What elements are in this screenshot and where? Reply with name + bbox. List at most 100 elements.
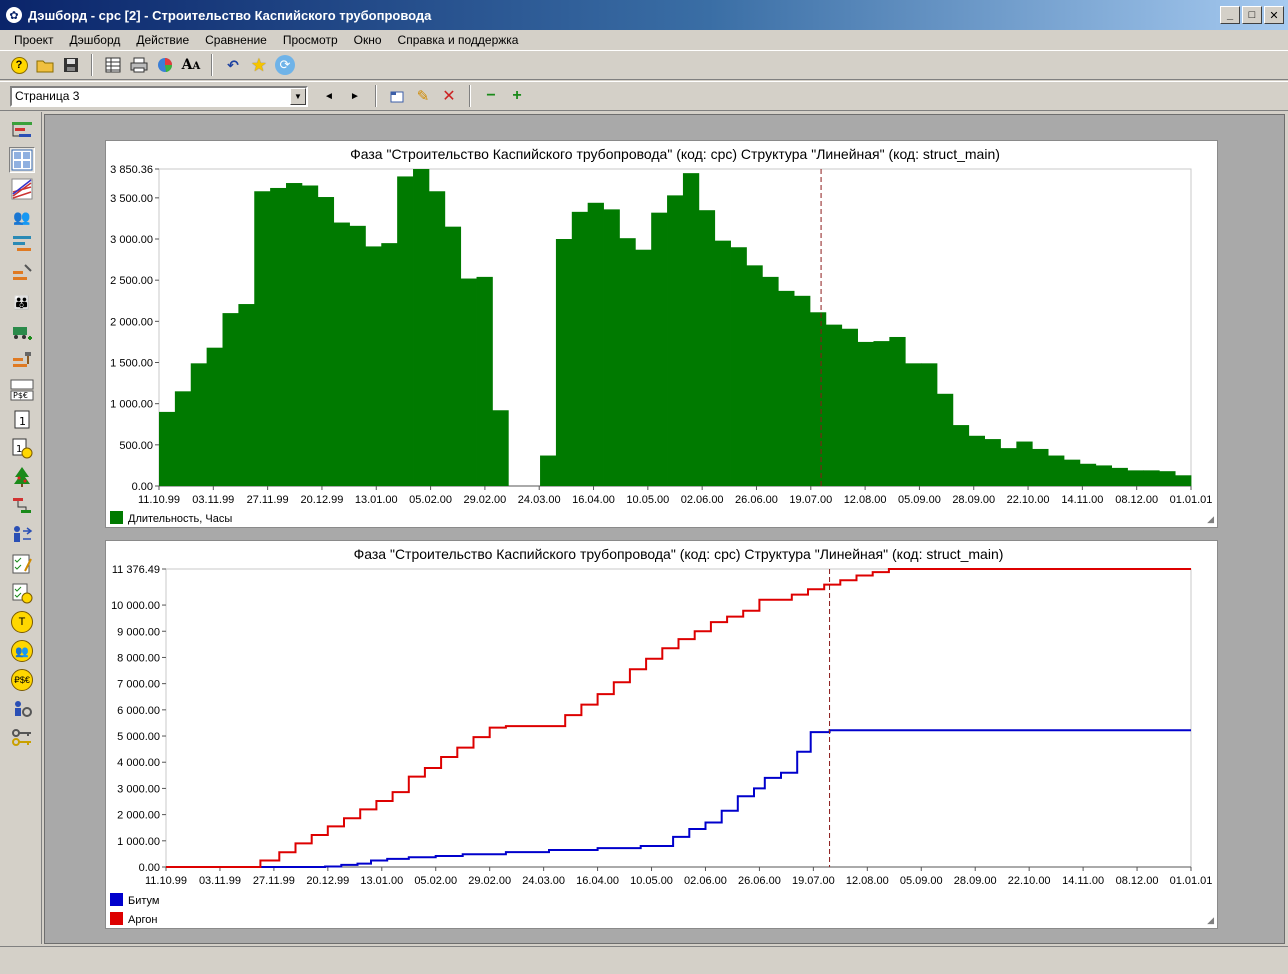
cumulative-panel[interactable]: Фаза "Строительство Каспийского трубопро… xyxy=(105,540,1218,929)
histogram-bar xyxy=(444,226,462,486)
currency-table-icon[interactable]: P$€ xyxy=(9,377,35,403)
duration-histogram-chart: Фаза "Строительство Каспийского трубопро… xyxy=(110,146,1212,525)
person-arrows-icon[interactable] xyxy=(9,522,35,548)
people-group-icon[interactable]: 👪 xyxy=(13,295,31,310)
dashboard-workspace: Фаза "Строительство Каспийского трубопро… xyxy=(44,114,1285,944)
page-select[interactable]: Страница 3 ▼ xyxy=(10,85,308,107)
refresh-icon[interactable]: ⟳ xyxy=(274,54,296,76)
star-icon[interactable]: ★ xyxy=(250,54,268,75)
histogram-bar xyxy=(1175,475,1192,486)
menu-action[interactable]: Действие xyxy=(136,32,190,47)
checklist-clock-icon[interactable] xyxy=(9,580,35,606)
histogram-bar xyxy=(809,312,827,486)
print-icon[interactable] xyxy=(128,54,150,76)
resize-grip-icon[interactable]: ◢ xyxy=(1207,915,1214,925)
resources-group-icon[interactable]: 👥 xyxy=(13,208,31,225)
x-tick-label: 24.03.00 xyxy=(518,494,561,506)
undo-icon[interactable]: ↶ xyxy=(227,56,239,73)
lines-chart-icon[interactable] xyxy=(9,176,35,202)
font-icon[interactable]: AA xyxy=(181,57,201,73)
dashboard-grid-icon[interactable] xyxy=(9,147,35,173)
menu-window[interactable]: Окно xyxy=(353,32,382,47)
histogram-bar xyxy=(889,336,906,486)
histogram-bar xyxy=(1159,471,1176,486)
tree-icon[interactable] xyxy=(9,464,35,490)
plot-area xyxy=(165,568,1192,868)
x-tick-label: 26.06.00 xyxy=(738,875,781,887)
histogram-bar xyxy=(841,328,858,486)
menu-project[interactable]: Проект xyxy=(14,32,54,47)
histogram-bar xyxy=(857,341,874,486)
menu-compare[interactable]: Сравнение xyxy=(205,32,267,47)
x-tick-label: 26.06.00 xyxy=(735,494,778,506)
left-toolbar: 👥 👪 P$€ 1 1 T 👥 ₽$€ xyxy=(0,112,42,944)
new-page-icon[interactable] xyxy=(386,85,408,107)
prev-arrow-icon[interactable]: ◄ xyxy=(324,90,334,102)
histogram-bar xyxy=(333,222,350,486)
round-currency-icon[interactable]: ₽$€ xyxy=(9,667,35,693)
save-icon[interactable] xyxy=(60,54,82,76)
series-line-bitum xyxy=(166,729,1191,868)
pie-chart-icon[interactable] xyxy=(154,54,176,76)
histogram-bar xyxy=(603,209,620,486)
keys-icon[interactable] xyxy=(9,725,35,751)
machine-add-icon[interactable] xyxy=(9,319,35,345)
open-folder-icon[interactable] xyxy=(34,54,56,76)
checklist-edit-icon[interactable] xyxy=(9,551,35,577)
gantt-bars-icon[interactable] xyxy=(9,232,35,258)
round-tool-icon[interactable]: T xyxy=(9,609,35,635)
x-tick-label: 22.10.00 xyxy=(1007,494,1050,506)
link-tasks-icon[interactable] xyxy=(9,493,35,519)
histogram-bar xyxy=(1111,467,1128,486)
menu-help[interactable]: Справка и поддержка xyxy=(397,32,519,47)
zoom-in-icon[interactable]: + xyxy=(512,87,522,104)
legend-swatch xyxy=(110,511,123,524)
next-arrow-icon[interactable]: ► xyxy=(350,90,360,102)
menu-dashboard[interactable]: Дэшборд xyxy=(69,32,121,47)
histogram-bar xyxy=(873,341,890,486)
calendar-clock-icon[interactable]: 1 xyxy=(9,435,35,461)
histogram-bar xyxy=(825,324,843,486)
histogram-bar xyxy=(936,393,954,486)
histogram-bar xyxy=(1063,459,1081,486)
chevron-down-icon[interactable]: ▼ xyxy=(290,87,306,105)
round-people-icon[interactable]: 👥 xyxy=(9,638,35,664)
calendar-icon[interactable]: 1 xyxy=(9,406,35,432)
table-icon[interactable] xyxy=(102,54,124,76)
y-tick-label: 500.00 xyxy=(119,440,153,452)
hammer-bars-icon[interactable] xyxy=(9,348,35,374)
settings-people-icon[interactable] xyxy=(9,696,35,722)
maximize-button[interactable]: □ xyxy=(1242,6,1262,24)
menu-view[interactable]: Просмотр xyxy=(282,32,338,47)
help-icon[interactable]: ? xyxy=(8,54,30,76)
y-tick-label: 1 000.00 xyxy=(117,836,160,848)
histogram-bar xyxy=(428,191,446,486)
x-tick-label: 22.10.00 xyxy=(1008,875,1051,887)
histogram-bar xyxy=(190,363,208,486)
x-tick-label: 10.05.00 xyxy=(626,494,669,506)
minimize-button[interactable]: _ xyxy=(1220,6,1240,24)
y-tick-label: 8 000.00 xyxy=(117,652,160,664)
legend-label: Аргон xyxy=(128,914,157,926)
toolbar-separator xyxy=(469,85,471,107)
histogram-bar xyxy=(984,439,1001,486)
edit-pencil-icon[interactable]: ✎ xyxy=(416,88,430,105)
close-button[interactable]: ✕ xyxy=(1264,6,1284,24)
delete-icon[interactable]: ✕ xyxy=(442,88,456,105)
page-toolbar: Страница 3 ▼ ◄ ► ✎ ✕ − + xyxy=(0,81,1288,111)
window-title: Дэшборд - cpc [2] - Строительство Каспий… xyxy=(28,7,432,23)
tasks-tools-icon[interactable] xyxy=(9,261,35,287)
x-tick-label: 12.08.00 xyxy=(844,494,887,506)
resize-grip-icon[interactable]: ◢ xyxy=(1207,514,1214,524)
histogram-bar xyxy=(587,202,604,487)
histogram-bar xyxy=(698,210,716,486)
zoom-out-icon[interactable]: − xyxy=(486,87,496,104)
legend-swatch xyxy=(110,912,123,925)
structure-tree-icon[interactable] xyxy=(9,118,35,144)
x-tick-label: 13.01.00 xyxy=(360,875,403,887)
x-tick-label: 03.11.99 xyxy=(199,875,241,887)
app-logo-icon: ✿ xyxy=(6,7,22,23)
legend-swatch xyxy=(110,893,123,906)
histogram-bar xyxy=(413,169,430,486)
histogram-panel[interactable]: Фаза "Строительство Каспийского трубопро… xyxy=(105,140,1218,528)
